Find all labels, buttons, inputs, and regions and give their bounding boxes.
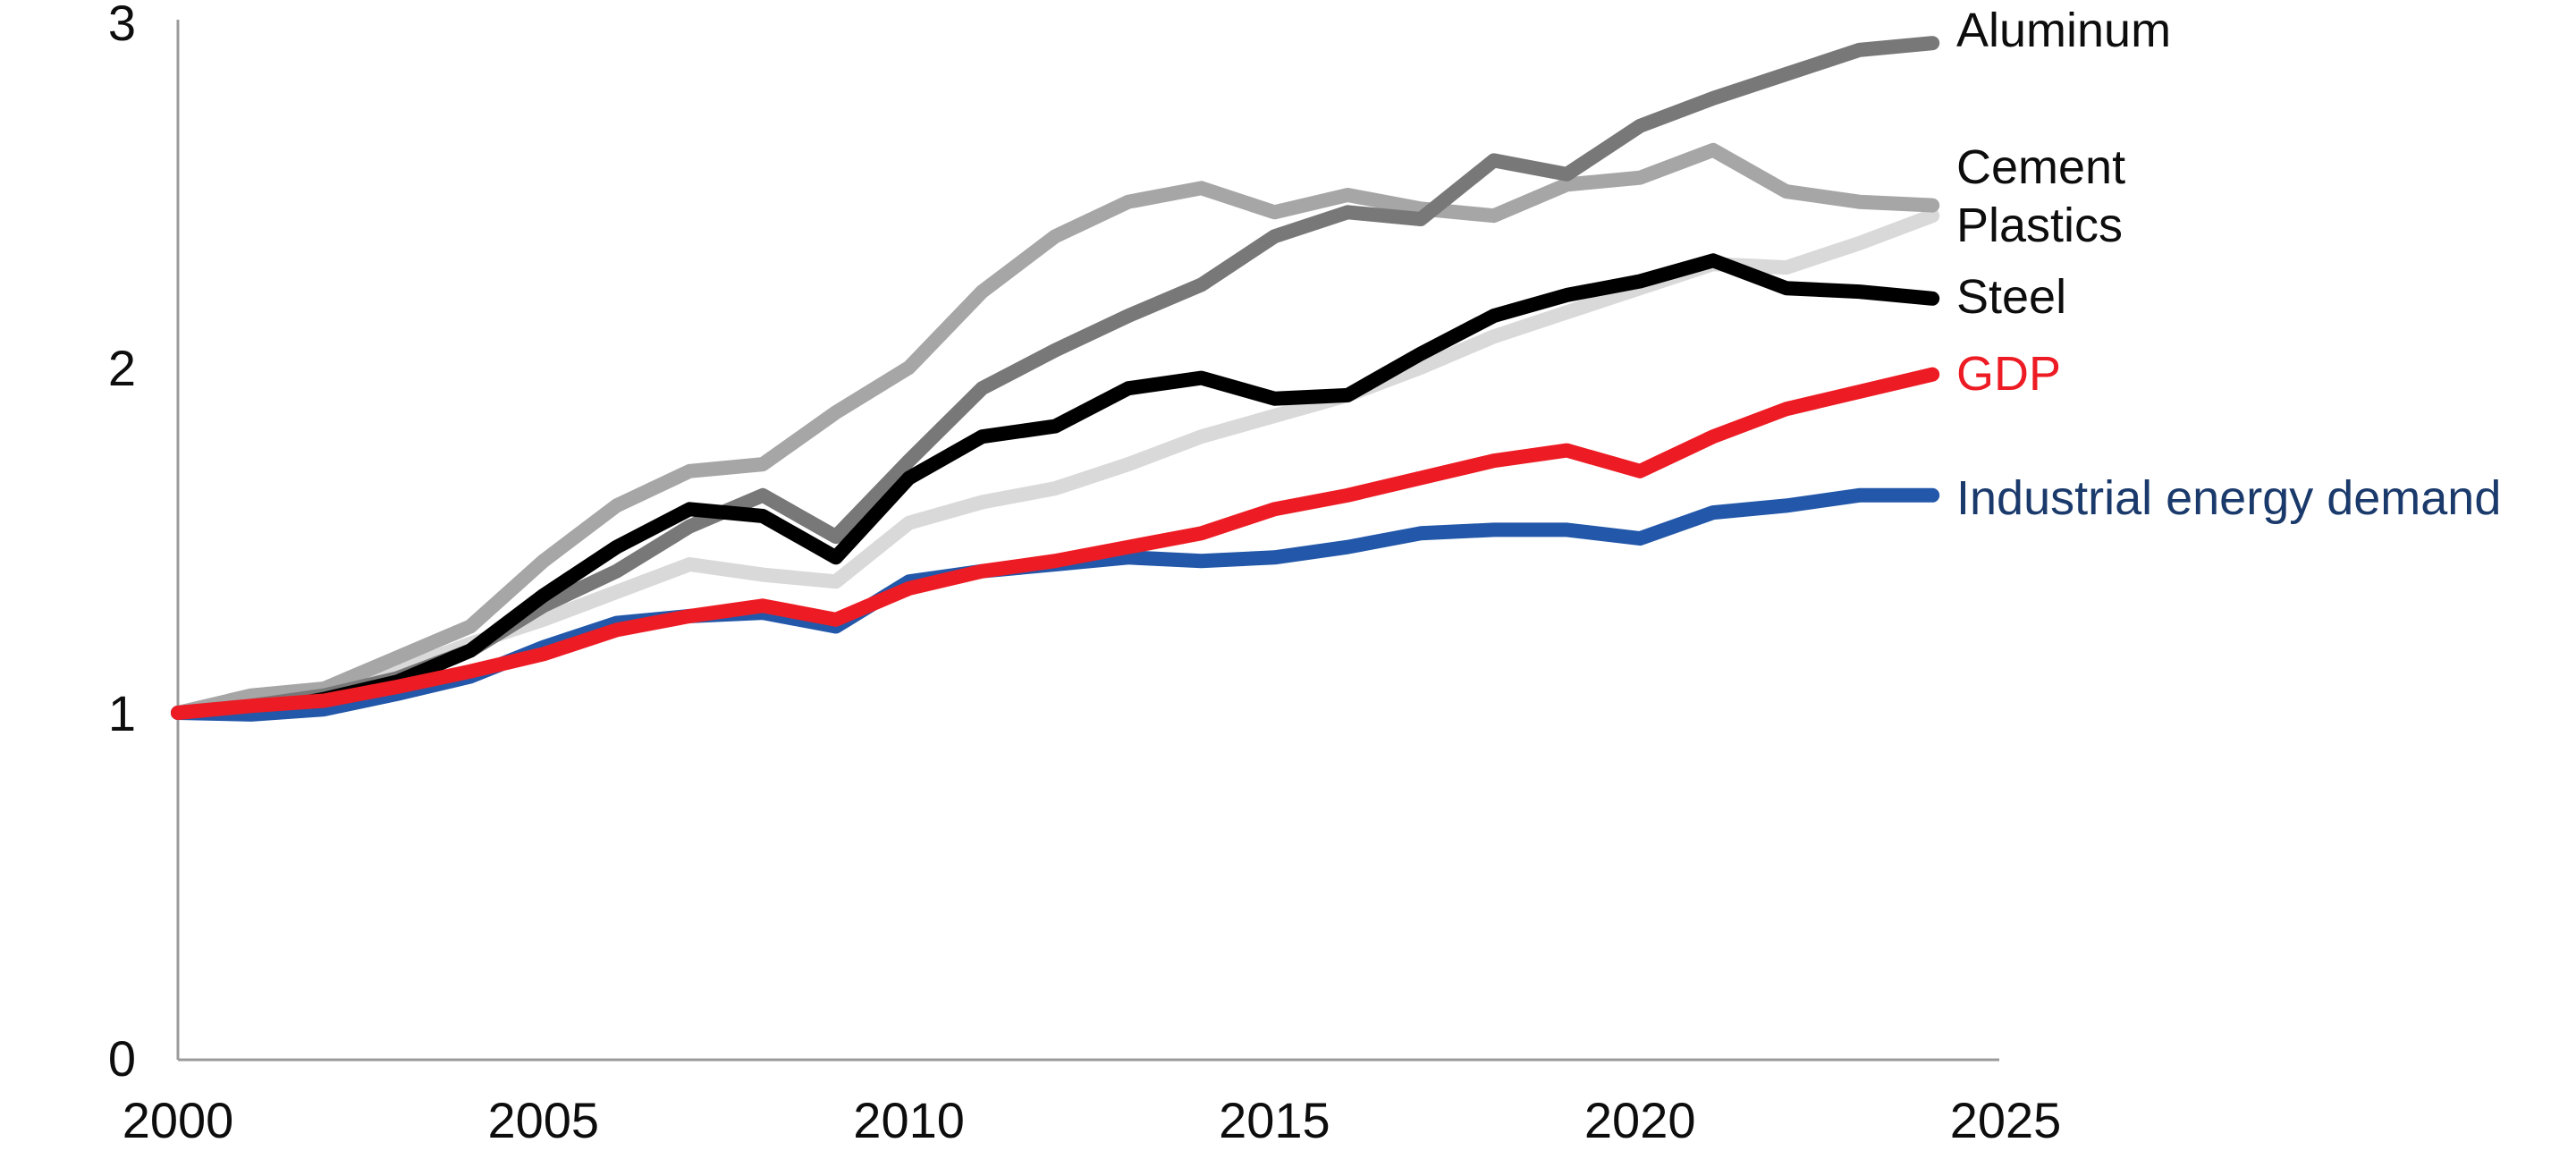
series-label-aluminum: Aluminum xyxy=(1956,4,2171,57)
line-steel xyxy=(171,253,1940,720)
line-gdp xyxy=(171,367,1940,720)
tick-labels: 0 1 2 3 2000 2005 2010 2015 2020 2025 xyxy=(108,0,2061,1148)
series-label-plastics: Plastics xyxy=(1956,199,2123,252)
series-label-gdp: GDP xyxy=(1956,347,2061,401)
y-tick-label: 2 xyxy=(108,340,136,396)
x-tick-label: 2010 xyxy=(853,1092,965,1148)
y-tick-label: 1 xyxy=(108,685,136,741)
line-aluminum xyxy=(171,36,1940,720)
x-tick-label: 2000 xyxy=(122,1092,234,1148)
x-tick-label: 2005 xyxy=(488,1092,600,1148)
y-tick-label: 3 xyxy=(108,0,136,51)
x-tick-label: 2025 xyxy=(1950,1092,2062,1148)
axes xyxy=(176,20,1999,1062)
x-tick-label: 2015 xyxy=(1219,1092,1330,1148)
line-cement xyxy=(171,142,1940,720)
series-lines xyxy=(171,36,1940,722)
series-label-industrial-energy-demand: Industrial energy demand xyxy=(1956,471,2501,525)
y-tick-label: 0 xyxy=(108,1030,136,1087)
x-tick-label: 2020 xyxy=(1584,1092,1696,1148)
series-label-steel: Steel xyxy=(1956,270,2066,324)
series-label-cement: Cement xyxy=(1956,140,2125,194)
